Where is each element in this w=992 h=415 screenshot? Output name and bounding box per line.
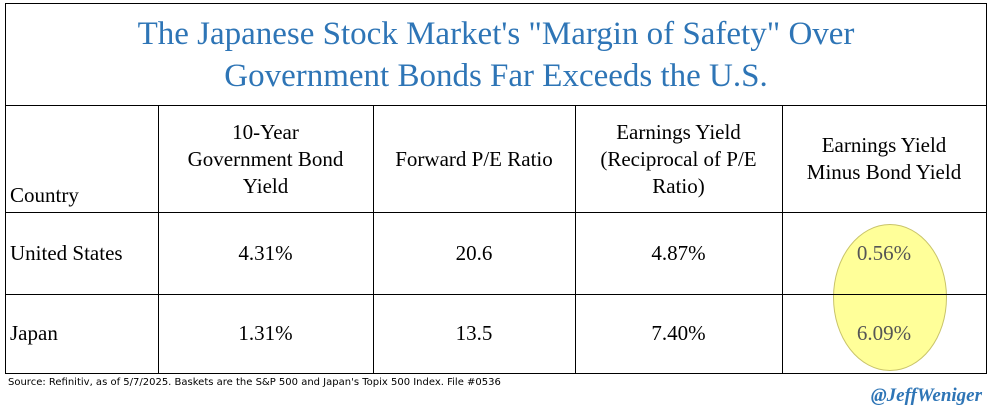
title-line-2: Government Bonds Far Exceeds the U.S. [224,57,768,94]
row-us-country: United States [10,240,123,265]
author-handle: @JeffWeniger [870,385,982,406]
row-japan-earnings-yield: 7.40% [651,321,706,345]
row-japan-yield-spread: 6.09% [856,321,912,345]
grid-vline-3 [575,106,576,373]
header-earnings-yield-line-3: Ratio) [652,173,705,198]
header-yield-spread-line-2: Minus Bond Yield [806,160,962,184]
header-forward-pe: Forward P/E Ratio [395,146,553,171]
header-yield-spread: Earnings Yield Minus Bond Yield [782,106,986,212]
row-us-forward-pe: 20.6 [455,240,493,265]
row-japan-forward-pe: 13.5 [455,321,493,345]
header-bond-yield-line-1: 10-Year [232,119,299,144]
header-bond-yield-line-2: Government Bond [187,146,344,171]
row-japan-country: Japan [10,321,58,345]
header-bond-yield-line-3: Yield [242,173,289,198]
header-earnings-yield-line-1: Earnings Yield [616,119,741,144]
row-us-bond-yield: 4.31% [238,240,293,265]
grid-vline-2 [373,106,374,373]
header-yield-spread-line-1: Earnings Yield [821,133,947,157]
table-frame: The Japanese Stock Market's "Margin of S… [5,3,987,374]
grid-vline-4 [782,106,783,373]
grid-hline-2 [6,294,986,295]
header-earnings-yield-line-2: (Reciprocal of P/E [600,146,757,171]
header-country: Country [10,183,79,207]
source-note: Source: Refinitiv, as of 5/7/2025. Baske… [8,377,501,388]
grid-vline-1 [158,106,159,373]
header-bond-yield: 10-Year Government Bond Yield [158,106,373,212]
row-us-earnings-yield: 4.87% [651,240,706,265]
row-us-yield-spread: 0.56% [856,240,912,265]
row-japan-bond-yield: 1.31% [238,321,293,345]
data-table: Country 10-Year Government Bond Yield Fo… [6,106,986,373]
chart-title: The Japanese Stock Market's "Margin of S… [6,4,986,106]
header-earnings-yield: Earnings Yield (Reciprocal of P/E Ratio) [575,106,782,212]
grid-hline-1 [6,212,986,213]
title-line-1: The Japanese Stock Market's "Margin of S… [137,15,855,52]
highlight-ellipse [833,224,947,371]
